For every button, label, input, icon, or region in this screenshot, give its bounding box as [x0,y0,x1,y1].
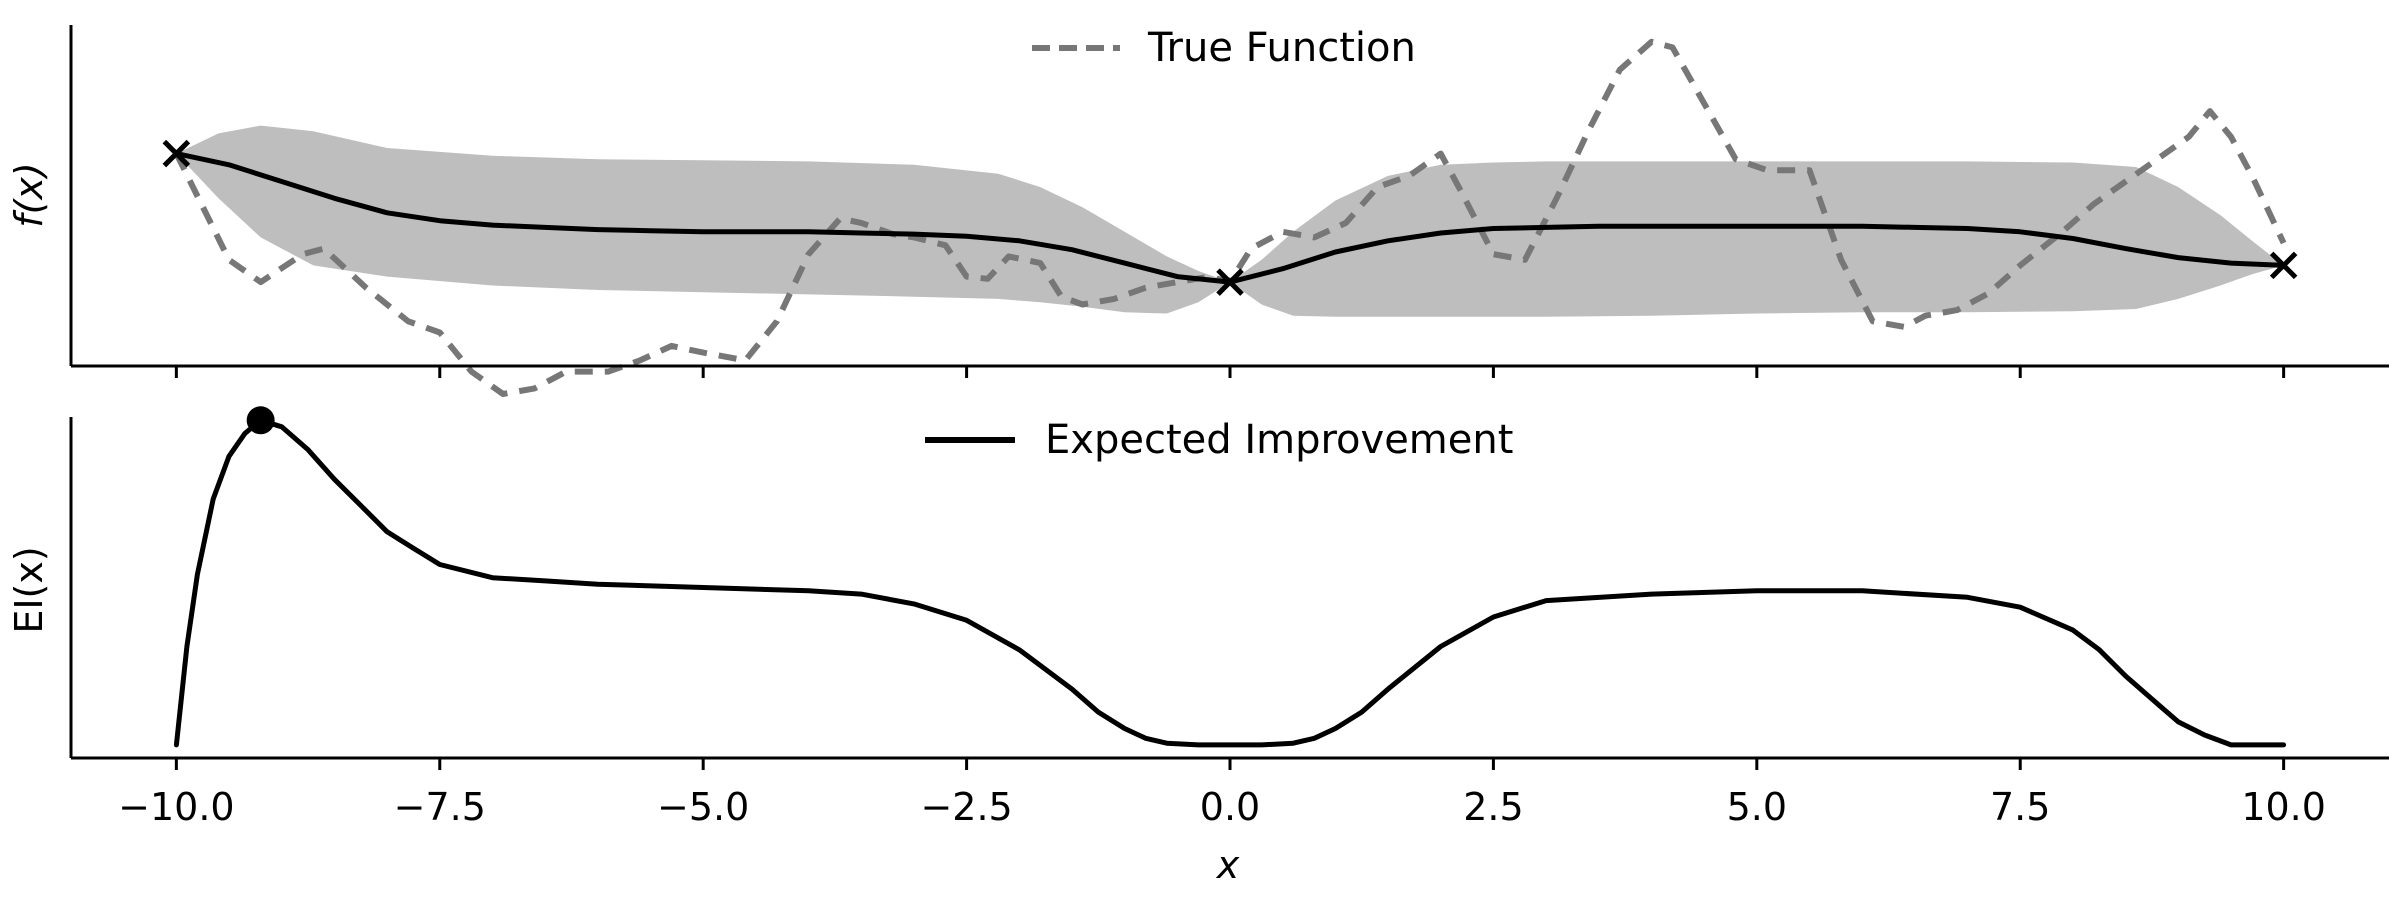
observation-marker-0 [162,139,191,168]
x-tick-label-5: 2.5 [1463,785,1523,829]
x-tick-label-6: 5.0 [1727,785,1787,829]
observation-marker-2 [2269,251,2298,280]
x-tick-label-7: 7.5 [1990,785,2050,829]
ei-maximum-marker [246,406,275,435]
legend-label-expected-improvement: Expected Improvement [1045,417,1513,463]
bottom-panel: −10.0 −7.5 −5.0 −2.5 0.0 2.5 5.0 7.5 10.0 EI(x) … [7,406,2389,887]
observation-marker-1 [1216,268,1244,296]
x-tick-label-8: 10.0 [2241,785,2326,829]
bottom-legend: Expected Improvement [925,417,1513,463]
x-tick-label-3: −2.5 [920,785,1012,829]
top-series-line-0 [173,38,2287,397]
bottom-series-line-0 [173,417,2287,748]
x-axis-label: x [1216,843,1240,887]
top-panel: f(x) True Function [7,25,2389,397]
bottom-y-axis-label: EI(x) [7,546,51,633]
x-tick-label-0: −10.0 [118,785,234,829]
x-tick-label-2: −5.0 [657,785,749,829]
top-y-axis-label: f(x) [7,162,51,228]
x-tick-label-4: 0.0 [1200,785,1260,829]
top-legend: True Function [1032,25,1416,71]
confidence-band [176,125,2284,317]
x-tick-label-1: −7.5 [394,785,486,829]
legend-label-true-function: True Function [1147,25,1416,71]
